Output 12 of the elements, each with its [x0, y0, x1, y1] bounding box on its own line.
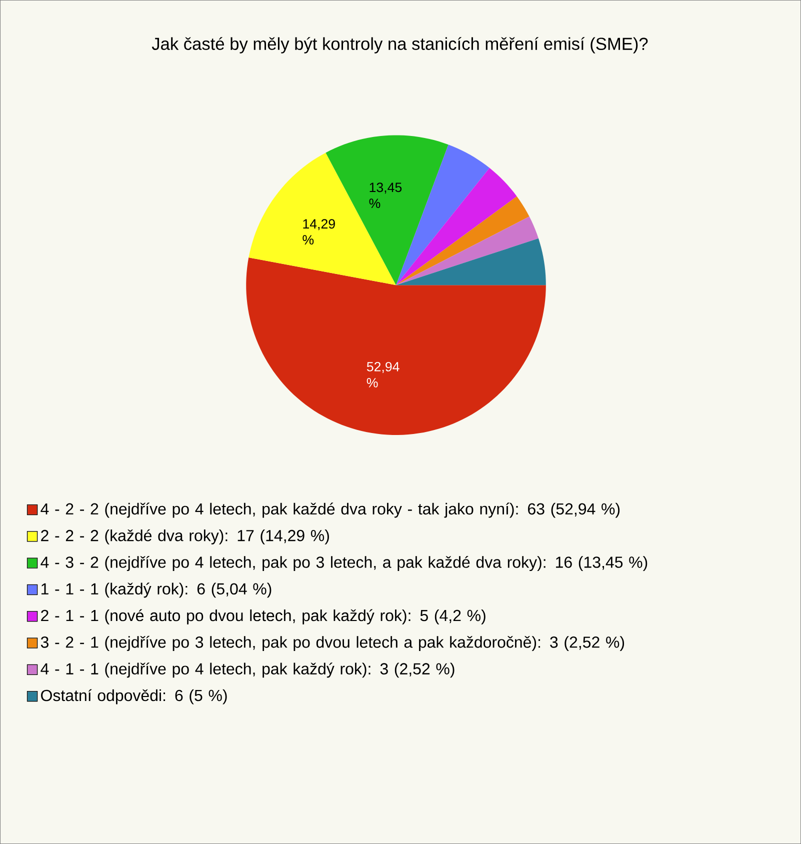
data-label: 52,94 %: [366, 362, 400, 388]
chart-title: Jak časté by měly být kontroly na stanicích měření emisí (SME)?: [152, 37, 648, 54]
data-label: 14,29 %: [302, 219, 335, 245]
legend-label: 1 - 1 - 1 (každý rok): 6 (5,04 %): [41, 582, 272, 598]
legend-label: 4 - 1 - 1 (nejdříve po 4 letech, pak každý rok): 3 (2,52 %): [40, 662, 454, 678]
data-label: 13,45 %: [369, 182, 402, 208]
legend-label: Ostatní odpovědi: 6 (5 %): [41, 689, 227, 704]
legend-label: 4 - 2 - 2 (nejdříve po 4 letech, pak každé dva roky - tak jako nyní): 63 (52,94 %): [40, 502, 620, 518]
legend-label: 4 - 3 - 2 (nejdříve po 4 letech, pak po 3 letech, a pak každé dva roky): 16 (13,45 %): [40, 556, 648, 572]
legend-label: 2 - 2 - 2 (každé dva roky): 17 (14,29 %): [41, 529, 329, 544]
legend-label: 2 - 1 - 1 (nové auto po dvou letech, pak každý rok): 5 (4,2 %): [41, 609, 486, 624]
legend-label: 3 - 2 - 1 (nejdříve po 3 letech, pak po dvou letech a pak každoročně): 3 (2,52 %): [40, 636, 624, 652]
